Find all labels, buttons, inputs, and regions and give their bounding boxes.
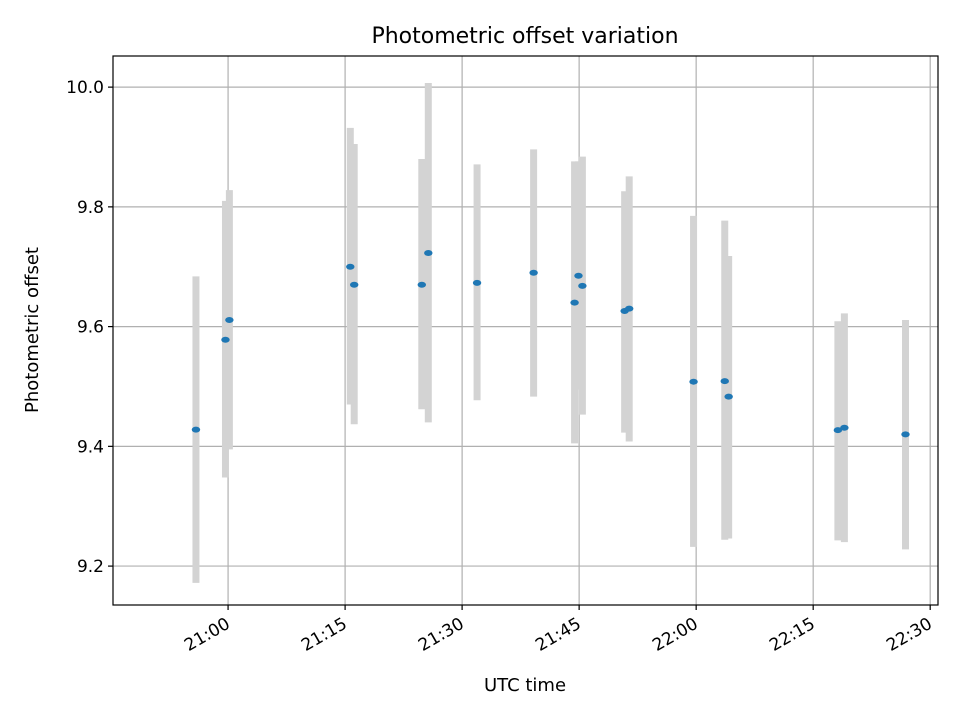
- data-point: [225, 317, 234, 324]
- data-point: [720, 378, 729, 385]
- data-point: [417, 281, 427, 288]
- data-point: [346, 263, 355, 270]
- data-point: [191, 426, 201, 433]
- x-axis-label: UTC time: [484, 675, 566, 696]
- data-point: [221, 336, 230, 343]
- chart-title: Photometric offset variation: [371, 24, 678, 49]
- y-tick-label: 9.8: [77, 198, 104, 218]
- data-points: [191, 249, 910, 438]
- data-point: [529, 269, 538, 276]
- data-point: [689, 378, 698, 385]
- y-tick-label: 9.6: [77, 318, 104, 338]
- data-point: [901, 431, 910, 438]
- data-point: [833, 427, 843, 434]
- data-point: [578, 282, 587, 289]
- y-axis-label: Photometric offset: [22, 247, 43, 413]
- data-point: [349, 281, 359, 288]
- data-point: [724, 393, 733, 400]
- plot-area-frame: [112, 55, 939, 606]
- y-tick-label: 9.4: [77, 437, 104, 457]
- data-point: [472, 279, 482, 286]
- data-point: [570, 299, 579, 306]
- data-point: [424, 249, 433, 256]
- y-tick-label: 10.0: [66, 78, 104, 98]
- y-tick-label: 9.2: [77, 557, 104, 577]
- data-point: [624, 305, 634, 312]
- data-point: [840, 424, 849, 431]
- data-point: [574, 272, 583, 279]
